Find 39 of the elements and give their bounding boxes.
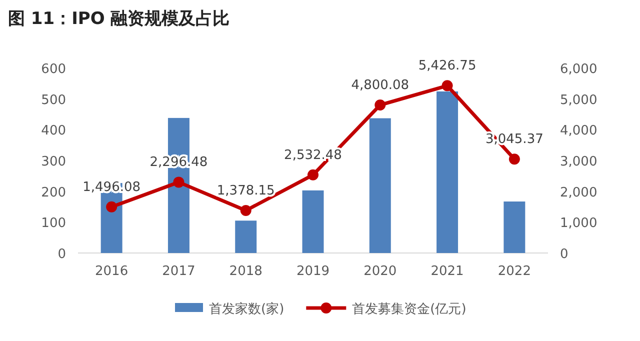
data-label: 5,426.75 [418,58,476,74]
y2-tick-label: 4,000 [560,124,598,139]
bar [302,190,324,253]
x-tick-label: 2018 [229,264,262,279]
y-tick-label: 300 [41,154,66,170]
y2-tick-label: 2,000 [560,185,598,200]
x-tick-label: 2022 [498,264,531,279]
data-label: 1,378.15 [216,184,275,199]
y2-tick-label: 3,000 [560,154,598,170]
point [508,154,520,165]
legend-label: 首发家数(家) [209,301,284,317]
y-tick-label: 400 [41,124,66,139]
legend-label: 首发募集资金(亿元) [352,302,466,317]
bar [504,202,526,253]
y2-tick-label: 0 [560,247,568,262]
x-tick-label: 2016 [95,264,128,279]
y-tick-label: 600 [41,62,66,77]
y2-tick-label: 5,000 [560,92,598,108]
point [308,169,318,180]
point [240,205,252,216]
bar [436,91,458,253]
point [173,176,184,188]
chart-title: 图 11：IPO 融资规模及占比 [8,9,230,29]
bar [235,220,257,253]
point [106,201,118,212]
x-tick-label: 2020 [364,264,397,279]
y-tick-label: 0 [58,247,66,262]
y2-tick-label: 1,000 [560,216,598,232]
x-tick-label: 2021 [430,264,464,279]
y-tick-label: 500 [41,92,66,108]
bar [369,118,391,253]
point [374,100,386,110]
point [442,80,453,92]
y-tick-label: 200 [41,185,66,200]
x-tick-label: 2019 [296,264,330,279]
y-tick-label: 100 [41,216,66,232]
data-label: 4,800.08 [351,78,410,93]
x-tick-label: 2017 [162,264,196,279]
y2-tick-label: 6,000 [560,62,598,77]
